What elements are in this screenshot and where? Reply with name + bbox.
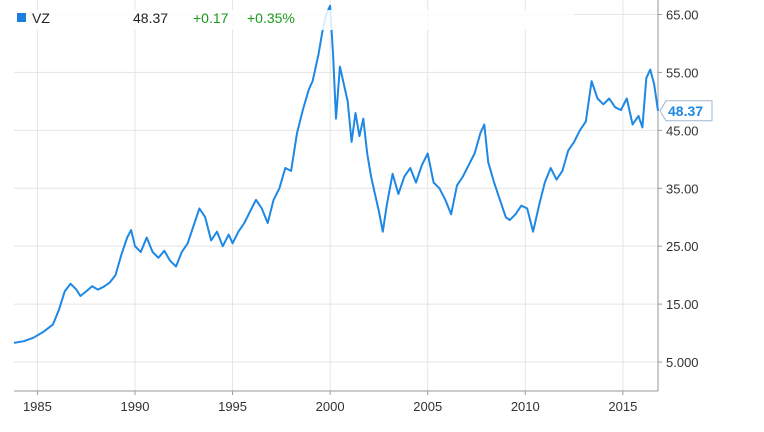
x-tick-labels: 1985 1990 1995 2000 2005 2010 2015 bbox=[23, 391, 637, 414]
series-line bbox=[13, 4, 659, 344]
y-tick-label: 35.00 bbox=[666, 181, 699, 196]
x-tick-label: 2015 bbox=[608, 399, 637, 414]
x-tick-label: 1990 bbox=[121, 399, 150, 414]
legend-marker bbox=[17, 13, 26, 22]
x-tick-label: 2010 bbox=[511, 399, 540, 414]
grid-layer bbox=[14, 0, 658, 391]
y-tick-label: 55.00 bbox=[666, 65, 699, 80]
legend-change-percent: +0.35% bbox=[247, 10, 295, 26]
last-price-badge-shape bbox=[659, 100, 713, 122]
y-tick-labels: 5.000 15.00 25.00 35.00 45.00 55.00 65.00 bbox=[658, 7, 699, 370]
y-tick-label: 45.00 bbox=[666, 123, 699, 138]
legend-change: +0.17 bbox=[193, 10, 229, 26]
last-price-label: 48.37 bbox=[668, 103, 703, 119]
y-tick-label: 25.00 bbox=[666, 239, 699, 254]
x-tick-label: 2000 bbox=[316, 399, 345, 414]
legend-price: 48.37 bbox=[133, 10, 168, 26]
series-layer bbox=[13, 4, 659, 344]
axis-layer bbox=[14, 0, 659, 392]
legend-symbol: VZ bbox=[32, 10, 50, 26]
y-tick-label: 65.00 bbox=[666, 7, 699, 22]
y-tick-label: 5.000 bbox=[666, 355, 699, 370]
x-tick-label: 1985 bbox=[23, 399, 52, 414]
last-price-badge: 48.37 bbox=[659, 100, 713, 122]
y-tick-label: 15.00 bbox=[666, 297, 699, 312]
legend: VZ 48.37 +0.17 +0.35% bbox=[14, 10, 574, 30]
x-tick-label: 1995 bbox=[218, 399, 247, 414]
x-tick-label: 2005 bbox=[413, 399, 442, 414]
legend-background bbox=[14, 10, 574, 30]
